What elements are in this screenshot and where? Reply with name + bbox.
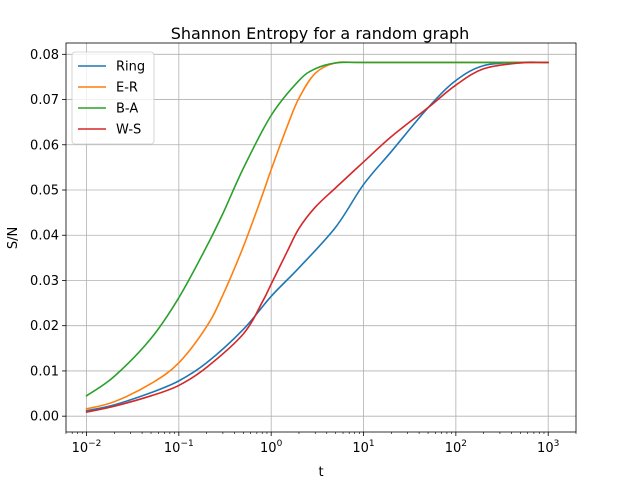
legend-label: B-A xyxy=(116,102,138,117)
legend: Ring E-R B-A W-S xyxy=(71,51,155,145)
x-tick-label: 100 xyxy=(260,439,283,456)
grid xyxy=(66,43,576,432)
legend-label: E-R xyxy=(116,81,138,96)
x-axis-label: t xyxy=(318,465,323,480)
plot-frame xyxy=(65,42,577,433)
y-tick-label: 0.08 xyxy=(30,48,59,63)
y-tick-label: 0.07 xyxy=(30,93,59,108)
series-lines xyxy=(85,61,549,413)
legend-label: Ring xyxy=(116,60,145,75)
y-tick-label: 0.04 xyxy=(30,229,59,244)
y-tick-label: 0.01 xyxy=(30,364,59,379)
chart-title: Shannon Entropy for a random graph xyxy=(171,24,470,43)
y-tick-label: 0.06 xyxy=(30,138,59,153)
y-axis-label: S/N xyxy=(6,227,21,249)
x-tick-label: 101 xyxy=(352,439,374,456)
legend-box xyxy=(71,51,155,145)
series-line-w-s xyxy=(85,61,549,413)
x-tick-label: 10−1 xyxy=(164,439,194,456)
legend-label: W-S xyxy=(116,123,141,138)
y-tick-label: 0.03 xyxy=(30,274,59,289)
y-tick-label: 0.00 xyxy=(30,410,59,425)
y-tick-label: 0.02 xyxy=(30,319,59,334)
x-tick-label: 102 xyxy=(445,439,467,456)
x-tick-label: 103 xyxy=(537,439,559,456)
series-line-b-a xyxy=(85,61,549,397)
axis-ticks: 10−2 10−1 100 101 102 103 0.00 0.01 0.02 0.03 0.04… xyxy=(30,48,577,456)
series-line-ring xyxy=(85,61,549,412)
y-tick-label: 0.05 xyxy=(30,184,59,199)
x-tick-label: 10−2 xyxy=(72,439,102,456)
